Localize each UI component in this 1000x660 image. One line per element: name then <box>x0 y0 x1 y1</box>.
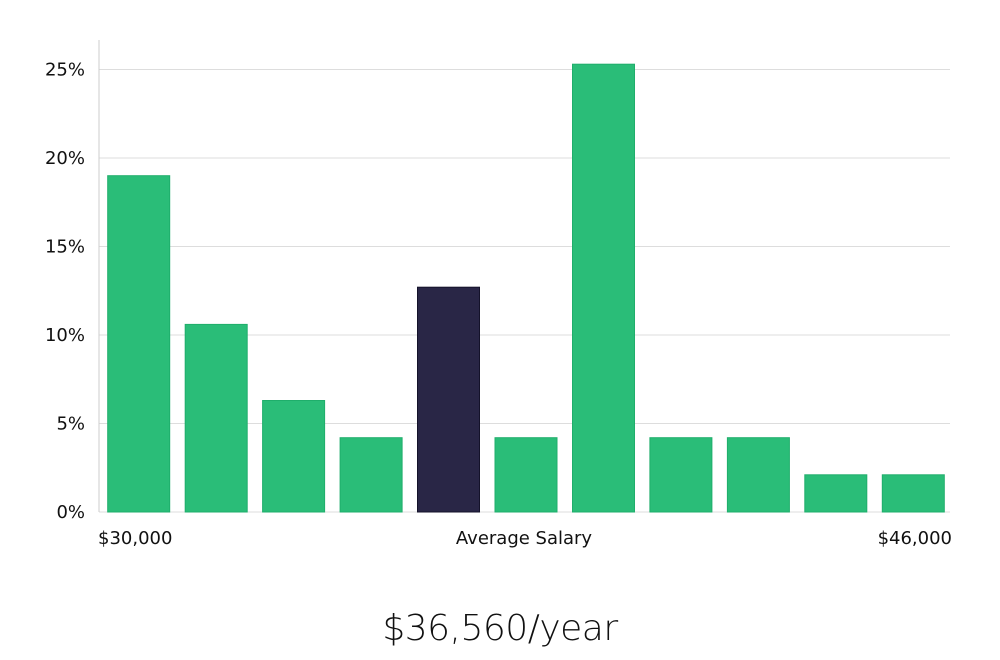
bar-highlighted <box>417 286 480 513</box>
y-tick-label: 10% <box>45 325 85 346</box>
x-axis-min-label: $30,000 <box>98 528 173 549</box>
bar <box>262 400 326 513</box>
bar <box>881 474 945 513</box>
bar <box>184 323 248 513</box>
bar <box>494 437 558 513</box>
y-tick-label: 5% <box>56 414 85 435</box>
bar <box>572 63 635 513</box>
y-tick-label: 15% <box>45 237 85 258</box>
y-tick-label: 20% <box>45 148 85 169</box>
bar <box>726 437 790 513</box>
y-tick-label: 25% <box>45 60 85 81</box>
average-salary-value: $36,560/year <box>382 608 618 649</box>
salary-histogram: 0% 5% 10% 15% 20% 25% <box>45 40 950 523</box>
bar <box>649 437 713 513</box>
bar <box>804 474 868 513</box>
x-axis-max-label: $46,000 <box>877 528 952 549</box>
bar <box>107 175 171 513</box>
x-axis-title: Average Salary <box>455 528 593 549</box>
y-tick-label: 0% <box>56 502 85 523</box>
bar <box>339 437 403 513</box>
